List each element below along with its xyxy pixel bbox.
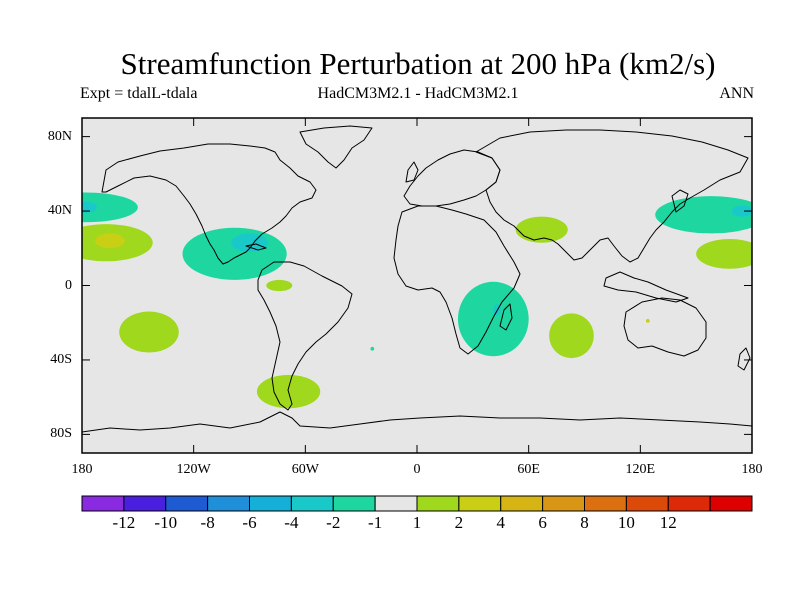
- coastline-africa: [393, 205, 521, 355]
- colorbar-label-8: 2: [454, 513, 464, 532]
- colorbar-swatch-14: [667, 495, 711, 512]
- y-tick-label-3: 40S: [50, 351, 72, 367]
- x-tick-label-3: 0: [413, 462, 421, 477]
- coastline-new-zealand: [737, 347, 751, 371]
- anomaly-west-australia-dot: [645, 319, 650, 323]
- coastline-north-america: [101, 143, 317, 265]
- colorbar-swatch-1: [123, 495, 167, 512]
- anomaly-africa-negative: [457, 281, 529, 357]
- y-tick-label-1: 40N: [47, 203, 72, 219]
- x-tick-label-6: 180: [741, 462, 763, 477]
- x-tick-label-5: 120E: [625, 462, 656, 477]
- colorbar-label-12: 10: [617, 513, 635, 532]
- x-tick-label-2: 60W: [291, 462, 319, 477]
- coastline-australia: [623, 297, 707, 357]
- colorbar-label-9: 4: [496, 513, 506, 532]
- colorbar-swatch-12: [584, 495, 627, 512]
- coastline-cuba: [245, 243, 267, 251]
- coastline-antarctica: [82, 411, 752, 433]
- colorbar-swatch-15: [709, 495, 753, 512]
- colorbar-label-11: 8: [580, 513, 589, 532]
- anomaly-north-pacific-west-core: [731, 205, 752, 217]
- colorbar-swatch-6: [332, 495, 376, 512]
- y-tick-label-0: 80N: [47, 128, 72, 144]
- anomaly-gulf-core: [230, 233, 269, 252]
- colorbar-swatch-13: [625, 495, 669, 512]
- anomaly-indian-ocean-positive: [549, 313, 594, 359]
- y-tick-label-4: 80S: [50, 426, 72, 442]
- x-tick-label-1: 120W: [176, 462, 211, 477]
- colorbar-swatch-11: [542, 495, 585, 512]
- experiment-label: Expt = tdalL-tdala: [80, 85, 198, 102]
- coastline-greenland: [299, 125, 373, 169]
- x-tick-label-4: 60E: [517, 462, 540, 477]
- anomaly-amazon-positive: [266, 279, 293, 292]
- model-label: HadCM3M2.1 - HadCM3M2.1: [317, 85, 519, 102]
- y-tick-label-2: 0: [65, 277, 72, 293]
- coastline-britain: [405, 161, 419, 183]
- colorbar-label-6: -1: [368, 513, 383, 532]
- coastline-japan: [671, 189, 689, 213]
- season-label: ANN: [719, 85, 754, 102]
- coastline-south-america: [257, 261, 353, 411]
- anomaly-north-pacific-east-core: [82, 201, 97, 213]
- colorbar-swatch-2: [165, 495, 209, 512]
- colorbar-swatch-9: [458, 495, 502, 512]
- anomaly-west-pacific-positive: [696, 238, 752, 269]
- colorbar-label-10: 6: [538, 513, 547, 532]
- colorbar-label-1: -10: [154, 513, 178, 532]
- coastline-madagascar: [499, 303, 513, 331]
- anomaly-subtropical-pacific-core: [95, 233, 125, 249]
- colorbar-label-13: 12: [659, 513, 677, 532]
- chart-title: Streamfunction Perturbation at 200 hPa (…: [120, 46, 716, 81]
- anomaly-south-atlantic-dot: [370, 346, 375, 351]
- coastline-asia: [475, 129, 749, 263]
- colorbar-swatch-5: [290, 495, 334, 512]
- anomaly-south-pacific-positive: [119, 311, 179, 353]
- anomaly-north-pacific-east-negative: [82, 192, 138, 223]
- anomaly-north-pacific-west-negative: [655, 196, 752, 234]
- colorbar-swatch-3: [207, 495, 250, 512]
- colorbar-label-3: -6: [242, 513, 257, 532]
- colorbar-swatch-4: [249, 495, 292, 512]
- colorbar-label-0: -12: [112, 513, 136, 532]
- colorbar-label-4: -4: [284, 513, 299, 532]
- colorbar-label-5: -2: [326, 513, 341, 532]
- coastline-layer: [82, 125, 752, 433]
- x-tick-label-0: 180: [71, 462, 93, 477]
- axis-ticks: [81, 118, 753, 453]
- colorbar-label-7: 1: [412, 513, 422, 532]
- colorbar-swatch-7: [374, 495, 418, 512]
- colorbar-swatch-0: [81, 495, 125, 512]
- colorbar: [81, 495, 753, 512]
- colorbar-label-2: -8: [200, 513, 215, 532]
- colorbar-swatch-8: [416, 495, 460, 512]
- colorbar-swatch-10: [500, 495, 544, 512]
- anomaly-central-america-negative: [182, 227, 287, 280]
- coastline-indonesia: [603, 271, 689, 303]
- anomaly-arabia-positive: [515, 216, 568, 243]
